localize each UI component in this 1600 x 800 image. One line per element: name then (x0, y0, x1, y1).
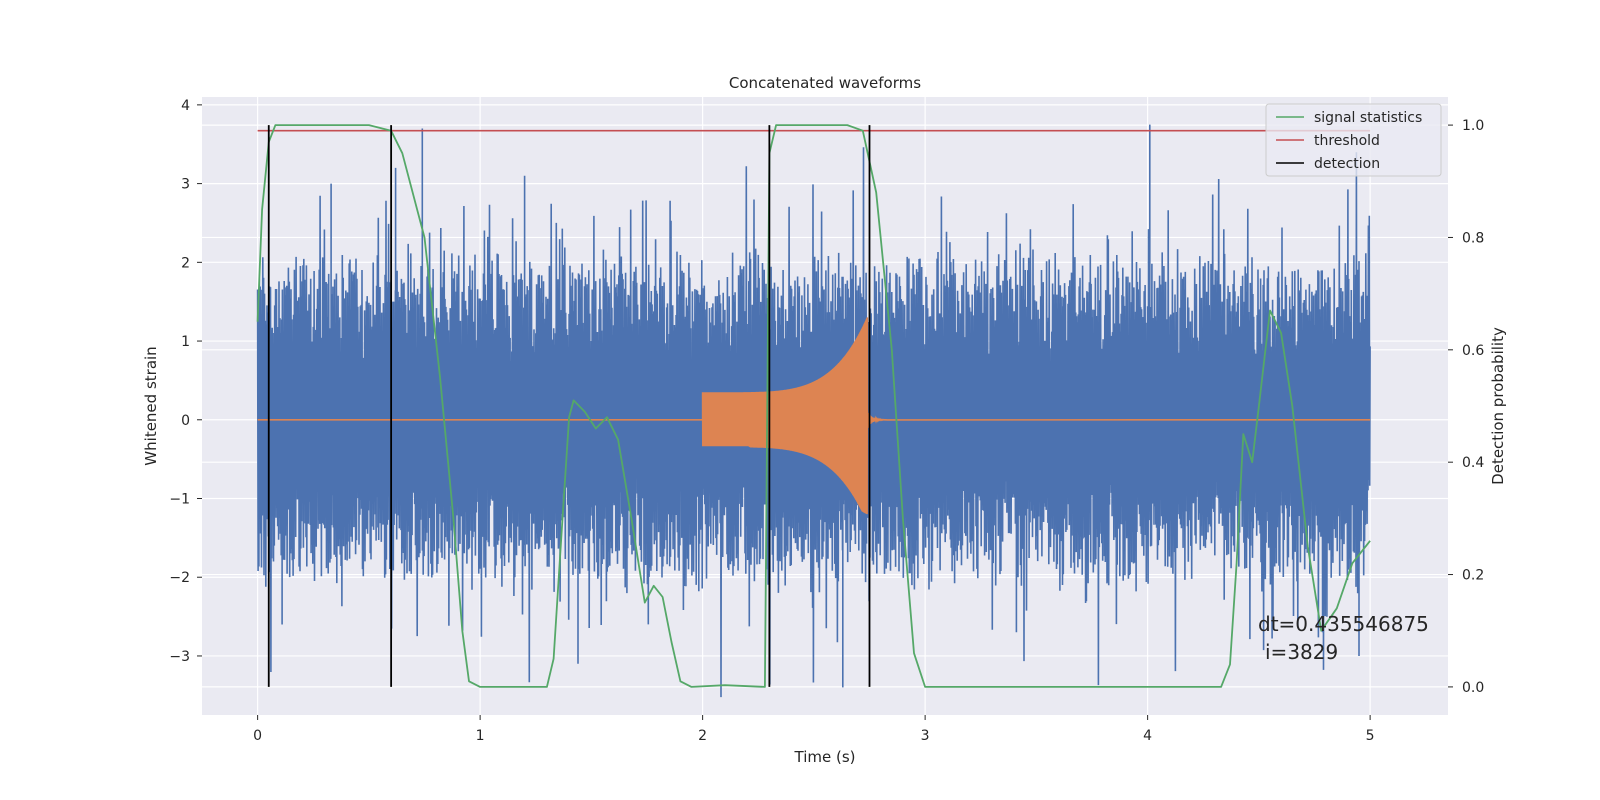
series-layer (256, 124, 1371, 698)
x-tick-label: 3 (921, 728, 930, 744)
y-tick-label: −3 (169, 649, 190, 665)
legend-box (1265, 103, 1442, 177)
y2-tick-label: 0.6 (1462, 343, 1484, 359)
y-tick-label: 0 (181, 413, 190, 429)
x-tick-label: 0 (253, 728, 262, 744)
y2-axis-label: Detection probability (1489, 327, 1507, 485)
x-tick-label: 5 (1366, 728, 1375, 744)
y2-tick-label: 0.4 (1462, 455, 1484, 471)
signal-statistics-line (256, 124, 1371, 688)
y-tick-label: 3 (181, 177, 190, 193)
chirp-series-line (257, 317, 1371, 515)
x-tick-label: 2 (698, 728, 707, 744)
annotation-dt: dt=0.435546875 (1258, 612, 1429, 636)
y2-tick-label: 0.2 (1462, 568, 1484, 584)
noise-series-line (256, 124, 1371, 698)
y2-tick-label: 1.0 (1462, 118, 1484, 134)
legend-label-detection: detection (1314, 156, 1380, 172)
y2-tick-label: 0.8 (1462, 230, 1484, 246)
x-tick-label: 1 (476, 728, 485, 744)
x-tick-label: 4 (1143, 728, 1152, 744)
y-tick-label: 1 (181, 334, 190, 350)
y-tick-label: −1 (169, 492, 190, 508)
y-tick-label: 4 (181, 98, 190, 114)
y2-tick-label: 0.0 (1462, 680, 1484, 696)
y-axis-label: Whitened strain (142, 346, 160, 465)
legend-label-signal-statistics: signal statistics (1314, 110, 1422, 126)
chart-title: Concatenated waveforms (729, 74, 921, 92)
axis-ticks: 0 1 2 3 4 5 −3 −2 −1 0 1 2 3 4 0.0 0.2 0.4 0.6 0.8 1.0 (169, 98, 1484, 744)
y-tick-label: −2 (169, 570, 190, 586)
legend-label-threshold: threshold (1314, 133, 1380, 149)
annotation-i: i=3829 (1265, 640, 1338, 664)
legend: signal statistics threshold detection (1265, 103, 1442, 177)
y-tick-label: 2 (181, 255, 190, 271)
x-axis-label: Time (s) (794, 748, 856, 766)
